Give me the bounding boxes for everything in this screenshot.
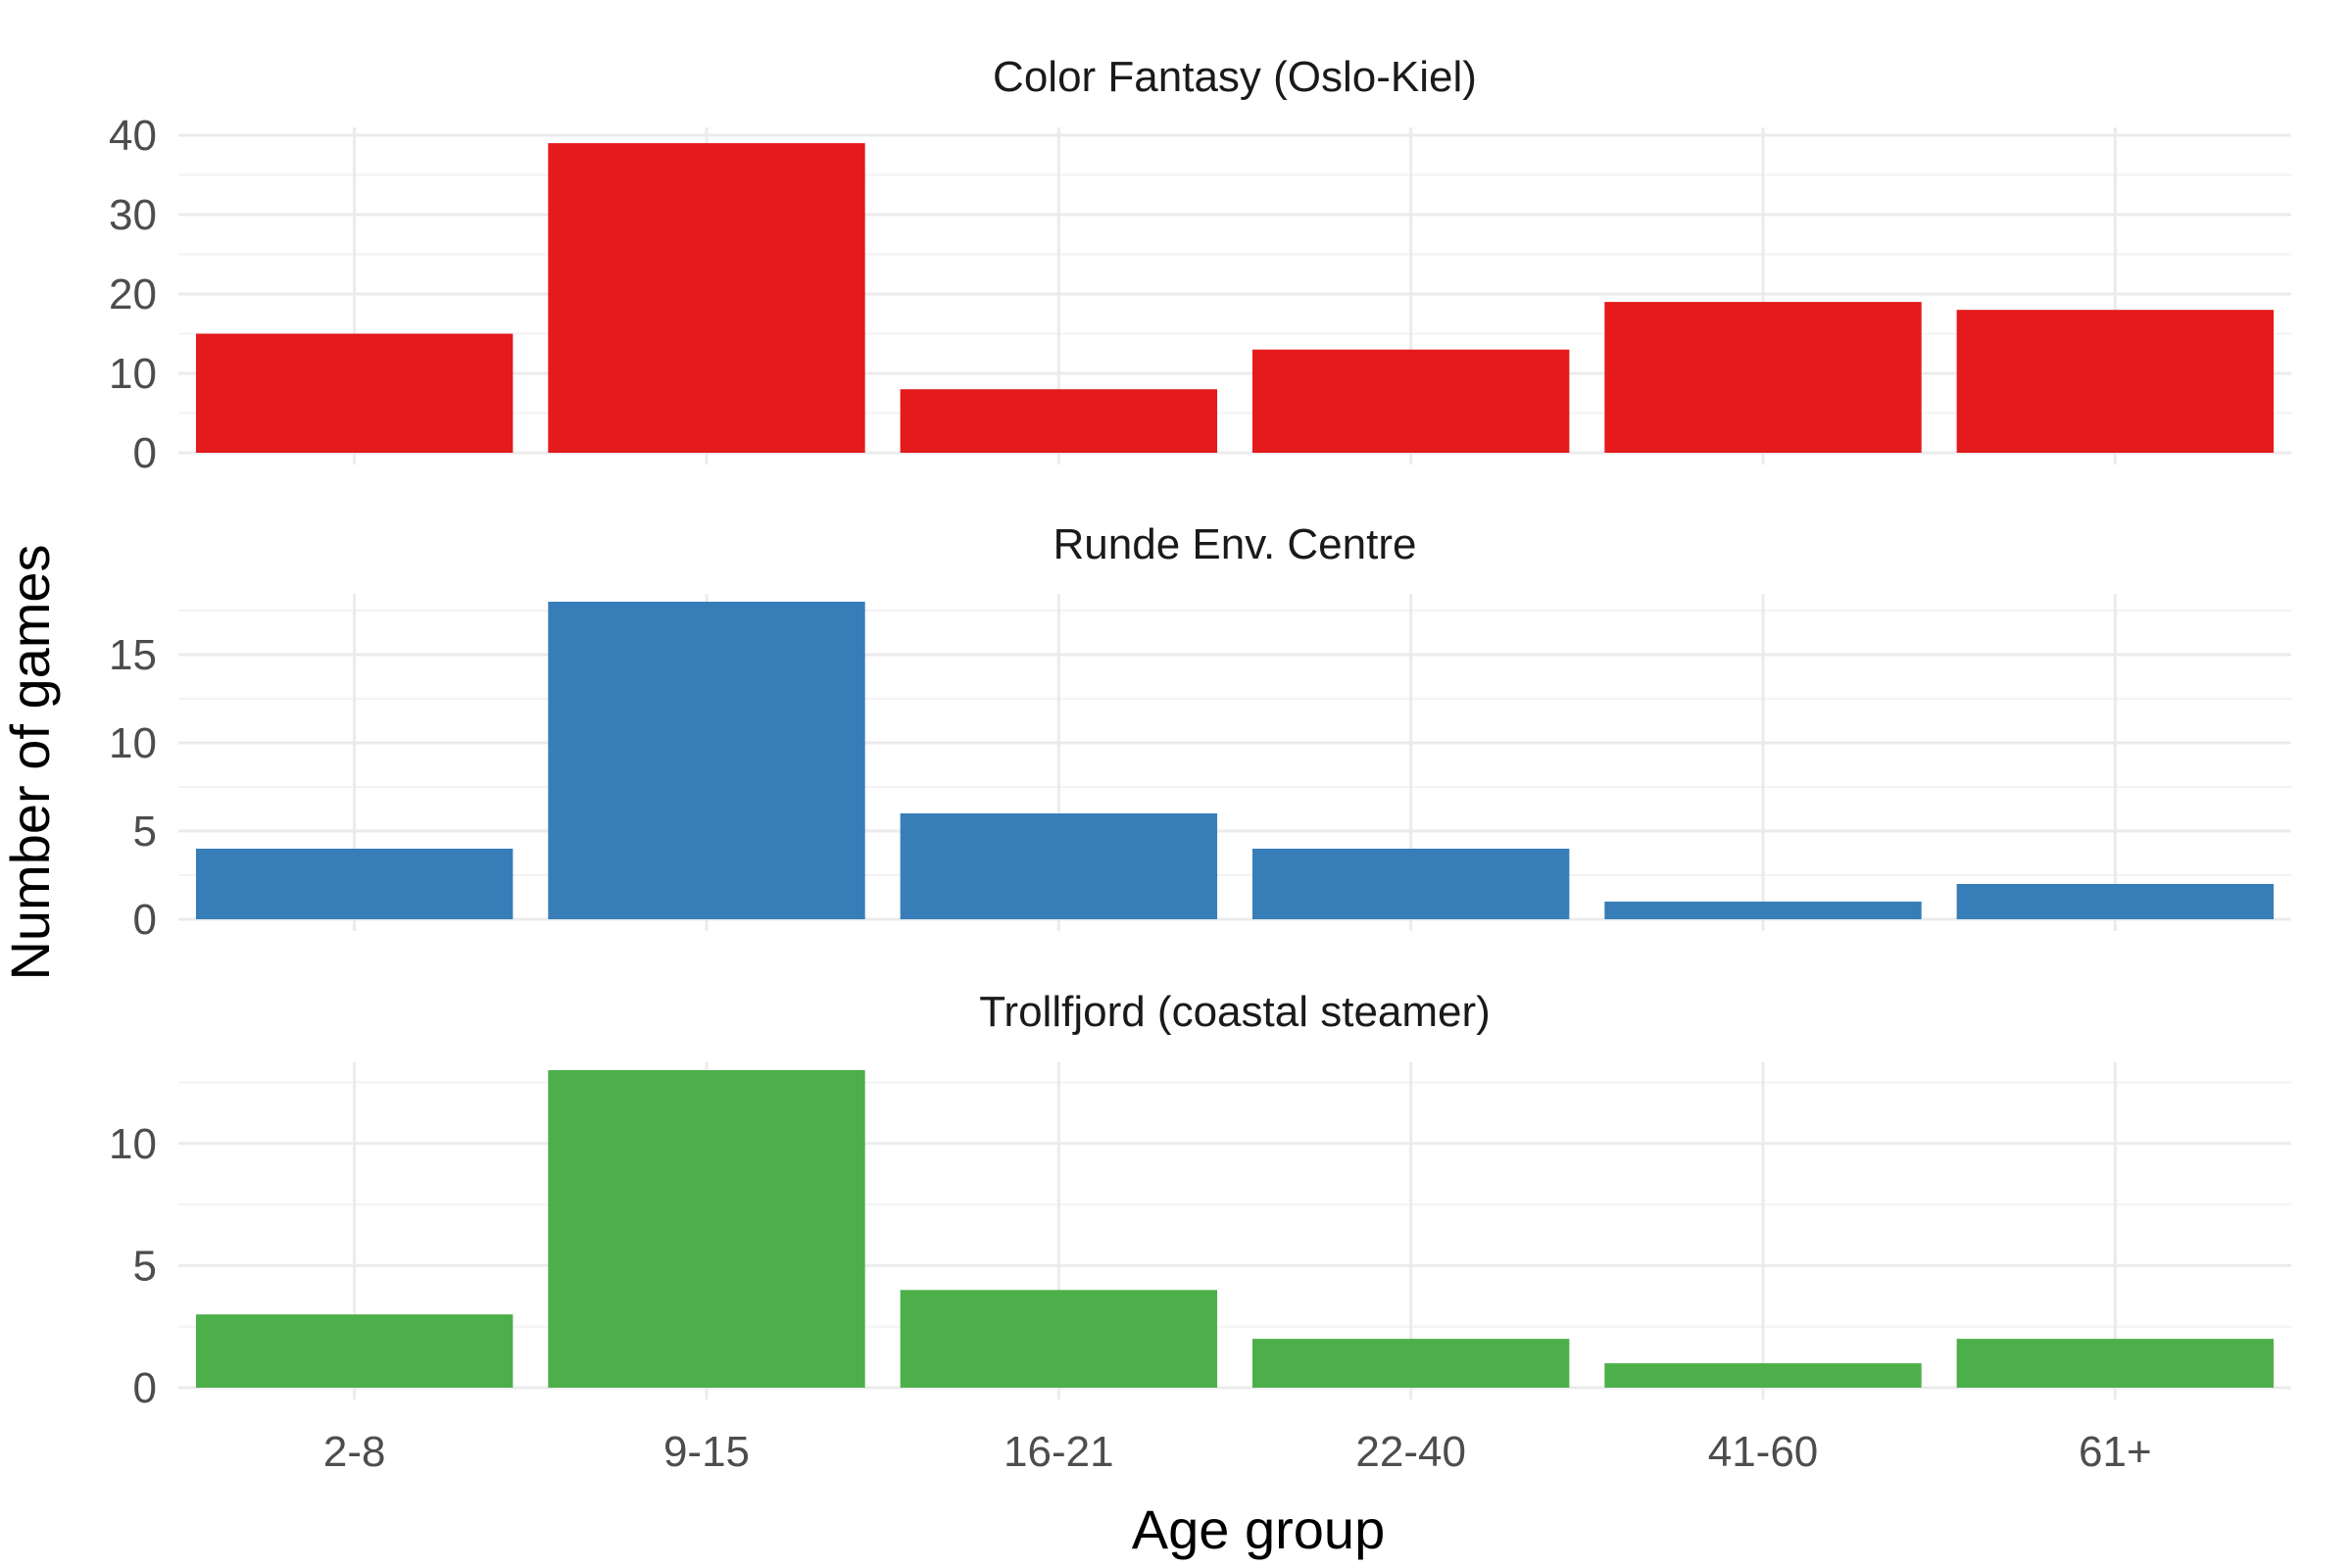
y-tick-label: 30 <box>109 191 157 239</box>
bar <box>195 1314 514 1388</box>
y-tick-label: 0 <box>133 429 157 477</box>
bar <box>900 1290 1218 1388</box>
y-tick-label: 10 <box>109 1120 157 1168</box>
bar <box>900 813 1218 919</box>
facet-title: Runde Env. Centre <box>1054 520 1417 568</box>
y-tick-label: 10 <box>109 719 157 767</box>
facet-panel: 0 10 20 30 40 Color Fantasy (Oslo-Kiel) <box>109 53 2291 477</box>
x-tick-label: 61+ <box>2079 1428 2152 1476</box>
bar <box>1604 302 1922 453</box>
bar <box>195 333 514 453</box>
facet-panels: 0 10 20 30 40 Color Fantasy (Oslo-Kiel) 0 5 10 15… <box>109 53 2291 1476</box>
bar <box>548 143 865 453</box>
bar <box>1956 310 2275 453</box>
y-tick-label: 40 <box>109 112 157 160</box>
y-tick-label: 20 <box>109 270 157 318</box>
y-tick-label: 0 <box>133 1364 157 1412</box>
y-axis-title: Number of games <box>0 544 61 980</box>
x-tick-label: 41-60 <box>1708 1428 1819 1476</box>
facet-title: Color Fantasy (Oslo-Kiel) <box>993 53 1477 101</box>
x-tick-label: 2-8 <box>323 1428 386 1476</box>
bar <box>1251 1339 1570 1388</box>
bar <box>1604 902 1922 919</box>
bar <box>1251 849 1570 919</box>
bar <box>1251 349 1570 453</box>
facet-panel: 0 5 10 15 Runde Env. Centre <box>109 520 2291 944</box>
x-axis: 2-8 9-15 16-21 22-40 41-60 61+ <box>323 1428 2152 1476</box>
y-tick-label: 5 <box>133 1242 157 1290</box>
bar <box>195 849 514 919</box>
y-tick-label: 5 <box>133 808 157 856</box>
bar <box>900 389 1218 453</box>
bar <box>548 1070 865 1388</box>
bar <box>1604 1363 1922 1388</box>
bar <box>548 602 865 919</box>
x-tick-label: 9-15 <box>663 1428 750 1476</box>
y-tick-label: 0 <box>133 896 157 944</box>
x-tick-label: 16-21 <box>1004 1428 1114 1476</box>
bar <box>1956 884 2275 919</box>
facet-title: Trollfjord (coastal steamer) <box>979 988 1491 1036</box>
x-axis-title: Age group <box>1132 1498 1385 1560</box>
y-tick-label: 10 <box>109 350 157 398</box>
bar <box>1956 1339 2275 1388</box>
y-tick-label: 15 <box>109 631 157 679</box>
facet-panel: 0 5 10 Trollfjord (coastal steamer) <box>109 988 2291 1412</box>
x-tick-label: 22-40 <box>1355 1428 1466 1476</box>
